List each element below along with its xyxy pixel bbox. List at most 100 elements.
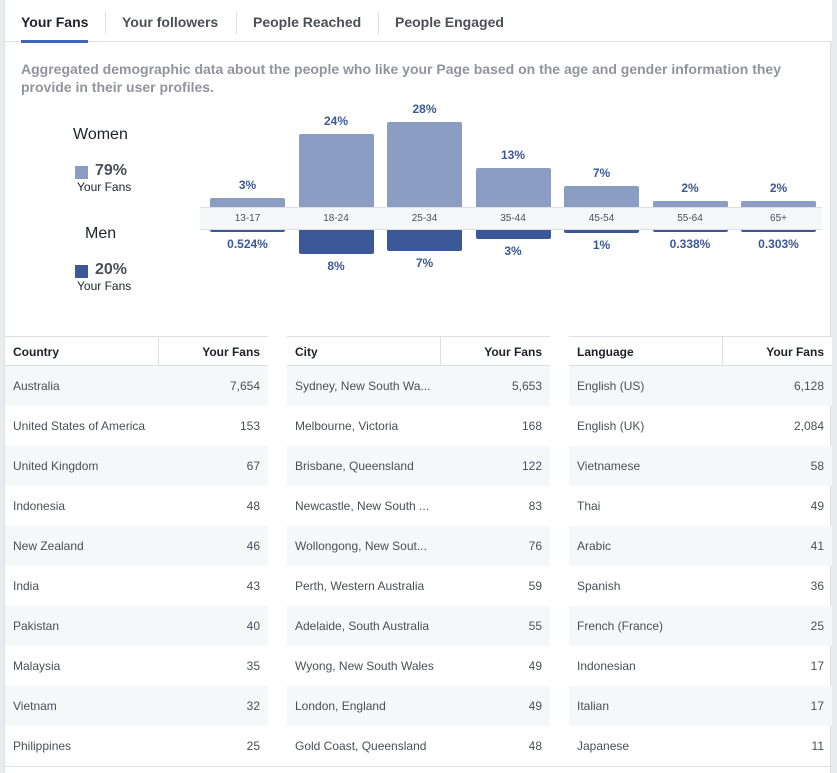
row-name: Spanish: [577, 579, 621, 593]
table-row[interactable]: New Zealand 46: [5, 526, 268, 566]
table-row[interactable]: Wollongong, New Sout... 76: [287, 526, 550, 566]
women-bar-label: 2%: [681, 180, 699, 195]
tab-people-reached[interactable]: People Reached: [253, 14, 362, 30]
table-row[interactable]: Pakistan 40: [5, 606, 268, 646]
column-header-name[interactable]: City: [295, 345, 318, 359]
men-bar[interactable]: [652, 230, 728, 232]
women-bar-label: 7%: [592, 165, 611, 180]
table-row[interactable]: Melbourne, Victoria 168: [287, 406, 550, 446]
row-fan-count: 76: [528, 539, 542, 553]
row-name: Indonesian: [577, 659, 636, 673]
age-tick-label: 55-64: [677, 213, 703, 224]
table-row[interactable]: Brisbane, Queensland 122: [287, 446, 550, 486]
row-fan-count: 59: [528, 579, 542, 593]
column-header-fans[interactable]: Your Fans: [202, 345, 260, 359]
table-row[interactable]: Thai 49: [569, 486, 832, 526]
women-bar[interactable]: [741, 200, 816, 207]
row-fan-count: 49: [810, 499, 824, 513]
table-row[interactable]: Sydney, New South Wa... 5,653: [287, 366, 550, 406]
table-row[interactable]: Perth, Western Australia 59: [287, 566, 550, 606]
column-header-name[interactable]: Language: [577, 345, 634, 359]
men-bar[interactable]: [210, 230, 285, 232]
tab-divider: [236, 12, 237, 34]
column-header-name[interactable]: Country: [13, 345, 59, 359]
tab-divider: [105, 12, 106, 34]
men-bar-label: 3%: [504, 244, 522, 258]
table-row[interactable]: Malaysia 35: [5, 646, 268, 686]
age-tick-label: 65+: [770, 213, 787, 224]
legend-women-label: Women: [73, 126, 128, 143]
women-bar-label: 24%: [323, 114, 349, 129]
table-row[interactable]: India 43: [5, 566, 268, 606]
row-name: French (France): [577, 619, 664, 633]
column-header-fans[interactable]: Your Fans: [484, 345, 542, 359]
row-name: Gold Coast, Queensland: [295, 739, 427, 753]
row-fan-count: 67: [246, 459, 260, 473]
legend-women-sub: Your Fans: [77, 180, 132, 194]
fans-panel: Your Fans Your followers People Reached …: [4, 0, 832, 773]
women-bar[interactable]: [387, 122, 462, 207]
table-header: Language Your Fans: [569, 336, 832, 367]
column-header-fans[interactable]: Your Fans: [766, 345, 824, 359]
row-name: United Kingdom: [13, 459, 99, 473]
table-row[interactable]: Philippines 25: [5, 726, 268, 766]
table-row[interactable]: United Kingdom 67: [5, 446, 268, 486]
table-row[interactable]: Arabic 41: [569, 526, 832, 566]
table-row[interactable]: London, England 49: [287, 686, 550, 726]
men-bar[interactable]: [475, 230, 551, 239]
women-bar[interactable]: [475, 167, 551, 207]
table-row[interactable]: United States of America 153: [5, 406, 268, 446]
men-bar[interactable]: [298, 230, 374, 254]
row-name: Philippines: [13, 739, 72, 753]
bottom-divider: [5, 766, 832, 767]
women-bar[interactable]: [210, 197, 285, 207]
women-bar[interactable]: [298, 134, 374, 207]
row-fan-count: 35: [246, 659, 260, 673]
row-name: Vietnamese: [577, 459, 641, 473]
table-row[interactable]: Indonesia 48: [5, 486, 268, 526]
women-bar-label: 13%: [500, 147, 526, 162]
table-header: Country Your Fans: [5, 336, 268, 367]
row-name: Malaysia: [13, 659, 61, 673]
tab-your-followers[interactable]: Your followers: [122, 14, 219, 30]
legend-women-percent: 79%: [95, 162, 128, 179]
women-bar[interactable]: [564, 185, 639, 207]
table-row[interactable]: Spanish 36: [569, 566, 832, 606]
table-row[interactable]: French (France) 25: [569, 606, 832, 646]
table-row[interactable]: English (UK) 2,084: [569, 406, 832, 446]
men-bar-label: 0.338%: [669, 237, 711, 251]
row-name: Wollongong, New Sout...: [295, 539, 427, 553]
men-bar[interactable]: [741, 230, 816, 232]
table-row[interactable]: Wyong, New South Wales 49: [287, 646, 550, 686]
legend-men-sub: Your Fans: [77, 279, 132, 293]
table-row[interactable]: Newcastle, New South ... 83: [287, 486, 550, 526]
table-row[interactable]: Australia 7,654: [5, 366, 268, 406]
row-name: Adelaide, South Australia: [295, 619, 430, 633]
women-bar[interactable]: [652, 200, 728, 207]
tab-bar: Your Fans Your followers People Reached …: [5, 0, 832, 43]
men-bar[interactable]: [564, 230, 639, 233]
table-row[interactable]: Italian 17: [569, 686, 832, 726]
column-divider: [722, 337, 723, 367]
row-name: New Zealand: [13, 539, 84, 553]
row-fan-count: 6,128: [793, 379, 824, 393]
tab-your-fans[interactable]: Your Fans: [21, 0, 89, 43]
row-fan-count: 40: [246, 619, 260, 633]
table-row[interactable]: English (US) 6,128: [569, 366, 832, 406]
table-row[interactable]: Vietnam 32: [5, 686, 268, 726]
table-row[interactable]: Indonesian 17: [569, 646, 832, 686]
row-fan-count: 49: [528, 699, 542, 713]
legend-men-swatch: [75, 265, 88, 278]
table-row[interactable]: Japanese 11: [569, 726, 832, 766]
tab-people-engaged[interactable]: People Engaged: [395, 14, 504, 30]
age-tick-label: 25-34: [411, 213, 438, 224]
table-row[interactable]: Vietnamese 58: [569, 446, 832, 486]
row-name: Sydney, New South Wa...: [295, 379, 431, 393]
men-bar[interactable]: [387, 230, 462, 251]
table-row[interactable]: Adelaide, South Australia 55: [287, 606, 550, 646]
legend-women-swatch: [75, 166, 88, 179]
row-name: English (US): [577, 379, 645, 393]
table-row[interactable]: Gold Coast, Queensland 48: [287, 726, 550, 766]
row-name: Arabic: [577, 539, 612, 553]
row-fan-count: 55: [528, 619, 542, 633]
